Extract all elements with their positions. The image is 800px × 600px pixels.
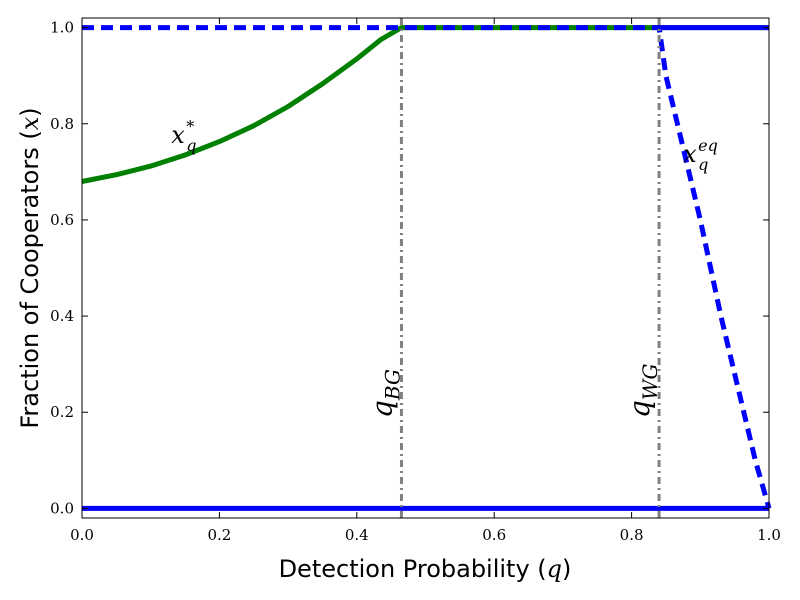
y-tick-label: 1.0 — [50, 19, 74, 37]
y-tick-label: 0.8 — [50, 115, 74, 133]
x-tick-label: 0.4 — [345, 526, 369, 544]
curve-annotation-1: x eqq — [683, 136, 718, 174]
y-tick-label: 0.0 — [50, 499, 74, 517]
y-tick-label: 0.6 — [50, 211, 74, 229]
svg-text:x: x — [683, 140, 697, 168]
x-tick-label: 0.8 — [620, 526, 644, 544]
x-tick-label: 0.2 — [207, 526, 231, 544]
annotation-layer: x *q x eqq — [171, 117, 718, 174]
vline-label-1: qWG — [623, 364, 662, 418]
tick-layer: 0.0 0.2 0.4 0.6 0.8 1.0 0.0 0.2 0.4 0.6 0.8 1.0 — [50, 18, 781, 544]
svg-text:q: q — [698, 155, 708, 174]
x-tick-label: 1.0 — [757, 526, 781, 544]
series-line-1 — [82, 25, 772, 510]
vline-layer: qBG qWG — [365, 18, 662, 518]
curve-annotation-0: x *q — [171, 117, 196, 155]
vline-label-0: qBG — [365, 369, 404, 418]
y-tick-label: 0.2 — [50, 403, 74, 421]
x-axis-label: Detection Probability (q) — [279, 555, 572, 583]
series-line-0 — [81, 25, 769, 184]
svg-text:eq: eq — [698, 136, 718, 155]
svg-text:q: q — [186, 136, 196, 155]
svg-text:x: x — [171, 121, 185, 149]
x-tick-label: 0.0 — [70, 526, 94, 544]
x-tick-label: 0.6 — [482, 526, 506, 544]
plot-background — [82, 18, 769, 518]
plot-frame — [81, 17, 770, 519]
y-tick-label: 0.4 — [50, 307, 74, 325]
series-layer — [81, 25, 772, 511]
svg-text:*: * — [186, 117, 194, 136]
y-axis-label: Fraction of Cooperators (x) — [16, 107, 44, 428]
